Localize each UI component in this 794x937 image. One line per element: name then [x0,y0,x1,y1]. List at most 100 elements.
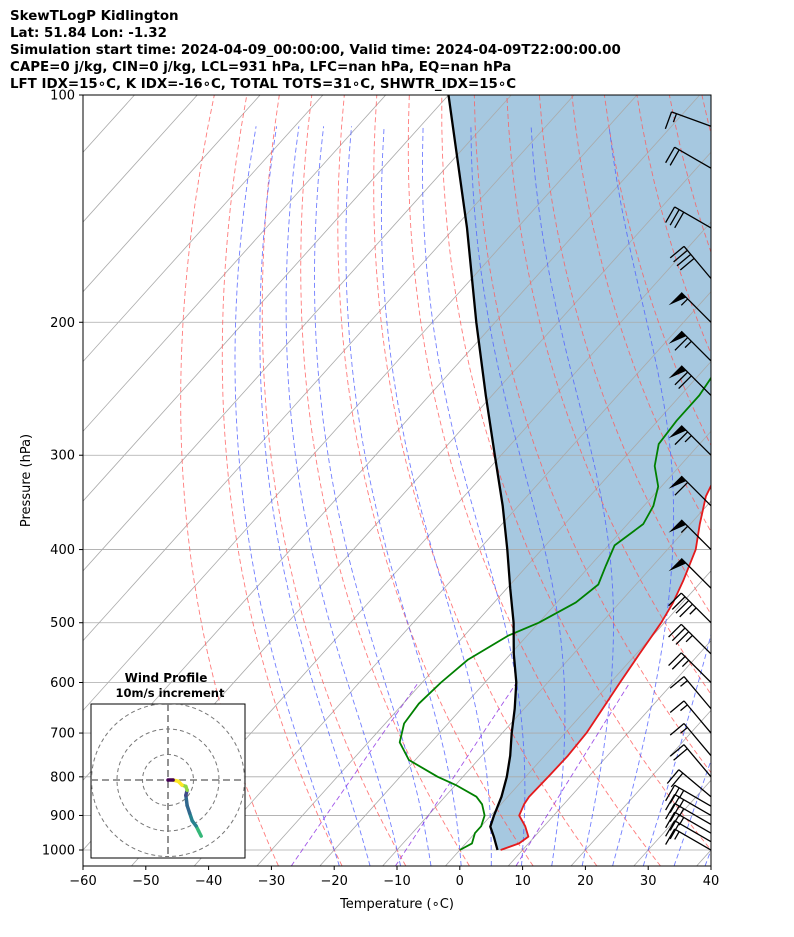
y-tick-label: 600 [50,676,75,691]
barb-shaft [683,744,712,778]
barb-flag [669,744,685,757]
barb-shaft [683,723,712,757]
barb-flag [665,784,676,802]
dewpoint-line [398,376,711,851]
barb-shaft [680,475,712,507]
barb-flag [669,676,685,689]
isotherm-line [507,640,711,866]
barb-half-flag [685,634,693,643]
barb-flag [669,723,685,736]
wind-barb [668,292,712,323]
isotherm-line [131,221,711,866]
time-line: Simulation start time: 2024-04-09_00:00:… [10,43,621,58]
barb-flag [665,828,676,845]
y-tick-label: 500 [50,616,75,631]
moist-adiabat [234,126,340,866]
isotherm-line [83,95,575,642]
barb-half-flag [674,831,680,840]
barb-half-flag [678,808,685,817]
barb-flag [665,803,676,820]
barb-half-flag [678,817,685,826]
barb-half-flag [680,298,689,306]
barb-shaft [674,828,712,851]
barb-half-flag [672,113,678,123]
barb-shaft [680,292,712,323]
dry-adiabat [221,95,343,866]
barb-half-flag [689,607,697,615]
barb-flag [669,149,680,166]
cape-cin-fill [448,95,711,850]
barb-flag [674,211,685,229]
barb-flag [679,603,693,618]
wind-barb [664,111,712,130]
barb-shaft [680,558,712,589]
y-tick-label: 100 [50,89,75,104]
barb-pennant [668,292,687,306]
barb-shaft [674,146,712,169]
barb-flag [673,249,688,263]
dry-adiabat [337,95,534,866]
wind-barb [665,146,712,169]
wind-barb [665,828,712,851]
wind-barb [665,802,712,826]
barb-half-flag [684,340,692,349]
isotherm-line [319,430,711,866]
dry-adiabat [767,95,794,866]
isotherm-line [83,95,512,572]
barb-flag [674,337,689,351]
x-tick-label: −40 [195,874,222,889]
wind-barb [668,623,712,655]
moist-adiabat [704,848,711,866]
barb-half-flag [680,727,688,734]
wind-barb [668,592,712,624]
wind-barb [665,820,712,843]
barb-shaft [674,793,712,817]
y-axis-label: Pressure (hPa) [19,434,34,527]
barb-flag [669,787,680,804]
barb-shaft [674,811,712,834]
dry-adiabat [373,95,598,866]
barb-shaft [680,330,712,362]
dry-adiabat [571,95,711,533]
barb-pennant [668,331,687,344]
wind-barb [665,811,712,834]
location-line: Lat: 51.84 Lon: -1.32 [10,26,167,41]
temperature-line [500,483,711,851]
dry-adiabat [261,95,407,866]
chart-header: SkewTLogP Kidlington Lat: 51.84 Lon: -1.… [10,8,621,93]
barb-flag [669,209,680,226]
barb-flag [669,814,680,831]
barb-shaft [683,676,712,710]
barb-flag [669,823,680,840]
barb-shaft [678,769,712,798]
barb-flag [675,599,690,614]
barb-flag [668,592,682,607]
chart-title: SkewTLogP Kidlington [10,9,179,24]
barb-flag [673,748,688,761]
barb-flag [669,700,685,713]
wind-barb [668,330,712,362]
moist-adiabat [345,126,462,866]
wind-barb [668,365,712,396]
x-tick-label: −20 [320,874,347,889]
isotherm-line [83,95,638,712]
isotherm-line [759,95,794,866]
y-tick-label: 300 [50,449,75,464]
barb-flag [671,656,686,670]
isotherm-line [445,570,711,866]
barb-shaft [680,652,712,683]
wind-barb [668,652,712,683]
barb-flag [664,111,673,130]
hodograph-title: Wind Profile [125,671,208,685]
dry-adiabat [407,95,661,866]
barb-shaft [671,111,712,127]
barb-flag [670,772,684,788]
dry-adiabat [734,95,794,866]
barb-pennant [668,365,687,379]
moist-adiabat [642,632,711,866]
barb-pennant [668,558,687,572]
y-tick-label: 200 [50,316,75,331]
stability-line: LFT IDX=15∘C, K IDX=-16∘C, TOTAL TOTS=31… [10,77,517,92]
dry-adiabat [180,95,279,866]
